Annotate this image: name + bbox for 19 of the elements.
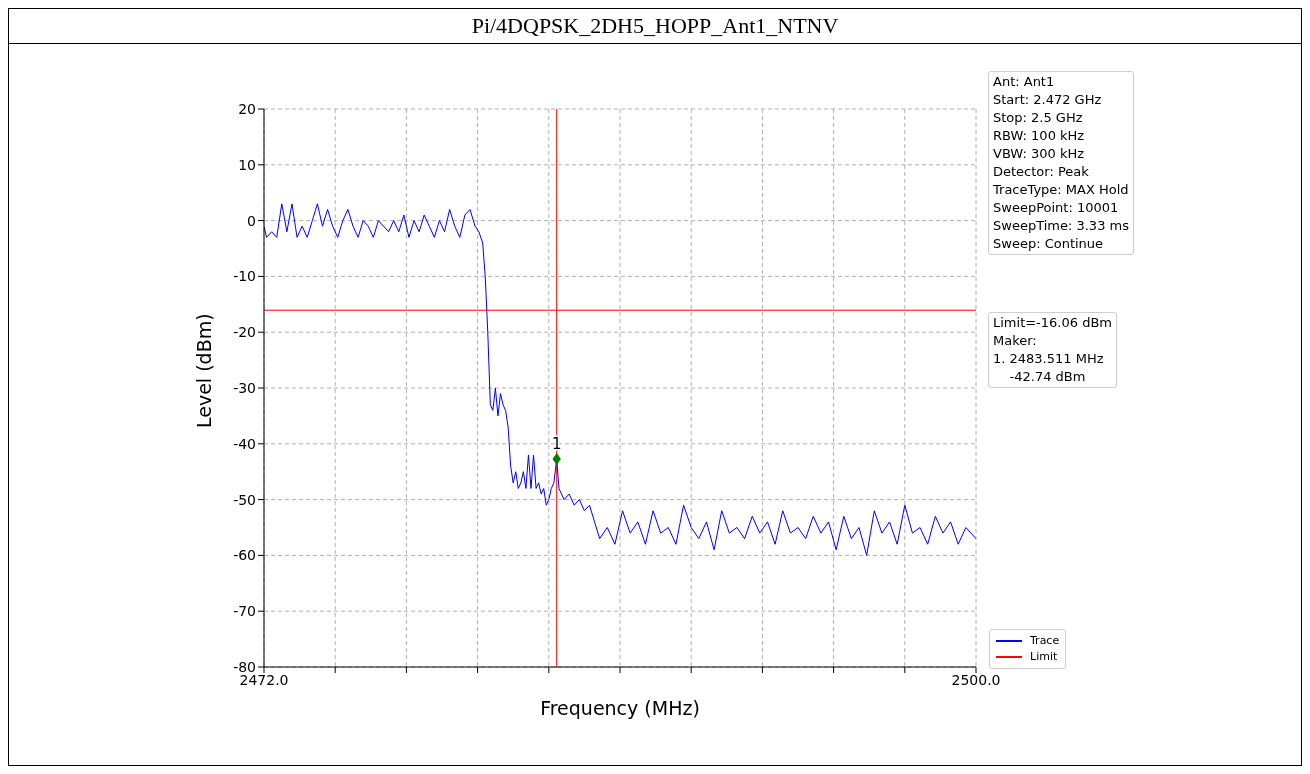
y-tick-label: -50 xyxy=(233,491,256,508)
y-tick-label: -70 xyxy=(233,603,256,620)
y-tick-label: -30 xyxy=(233,379,256,396)
y-tick-label: 0 xyxy=(247,212,256,229)
text: Limit=-16.06 dBm Maker: 1. 2483.511 MHz -42.74 dBm xyxy=(988,312,1117,388)
x-axis-title: Frequency (MHz) xyxy=(540,697,700,719)
legend-label: Limit xyxy=(1030,649,1058,665)
y-tick-label: -20 xyxy=(233,324,256,341)
y-tick-label: -60 xyxy=(233,547,256,564)
text: Ant: Ant1 Start: 2.472 GHz Stop: 2.5 GHz RBW: 100 kHz VBW: 300 kHz Detector: Peak TraceType: MAX Hold SweepPoint: 10001 SweepTime: 3.33 ms Sweep: Continue xyxy=(993,74,1129,251)
x-tick-label: 2500.0 xyxy=(951,671,1001,688)
chart-title: Pi/4DQPSK_2DH5_HOPP_Ant1_NTNV xyxy=(9,9,1301,44)
legend-label: Trace xyxy=(1030,633,1060,649)
y-axis-title: Level (dBm) xyxy=(192,313,215,428)
y-tick-label: -40 xyxy=(233,435,256,452)
y-tick-label: -10 xyxy=(233,268,256,285)
line-series xyxy=(264,203,976,556)
y-tick-label: 20 xyxy=(238,100,256,117)
y-tick-label: 10 xyxy=(238,156,256,173)
